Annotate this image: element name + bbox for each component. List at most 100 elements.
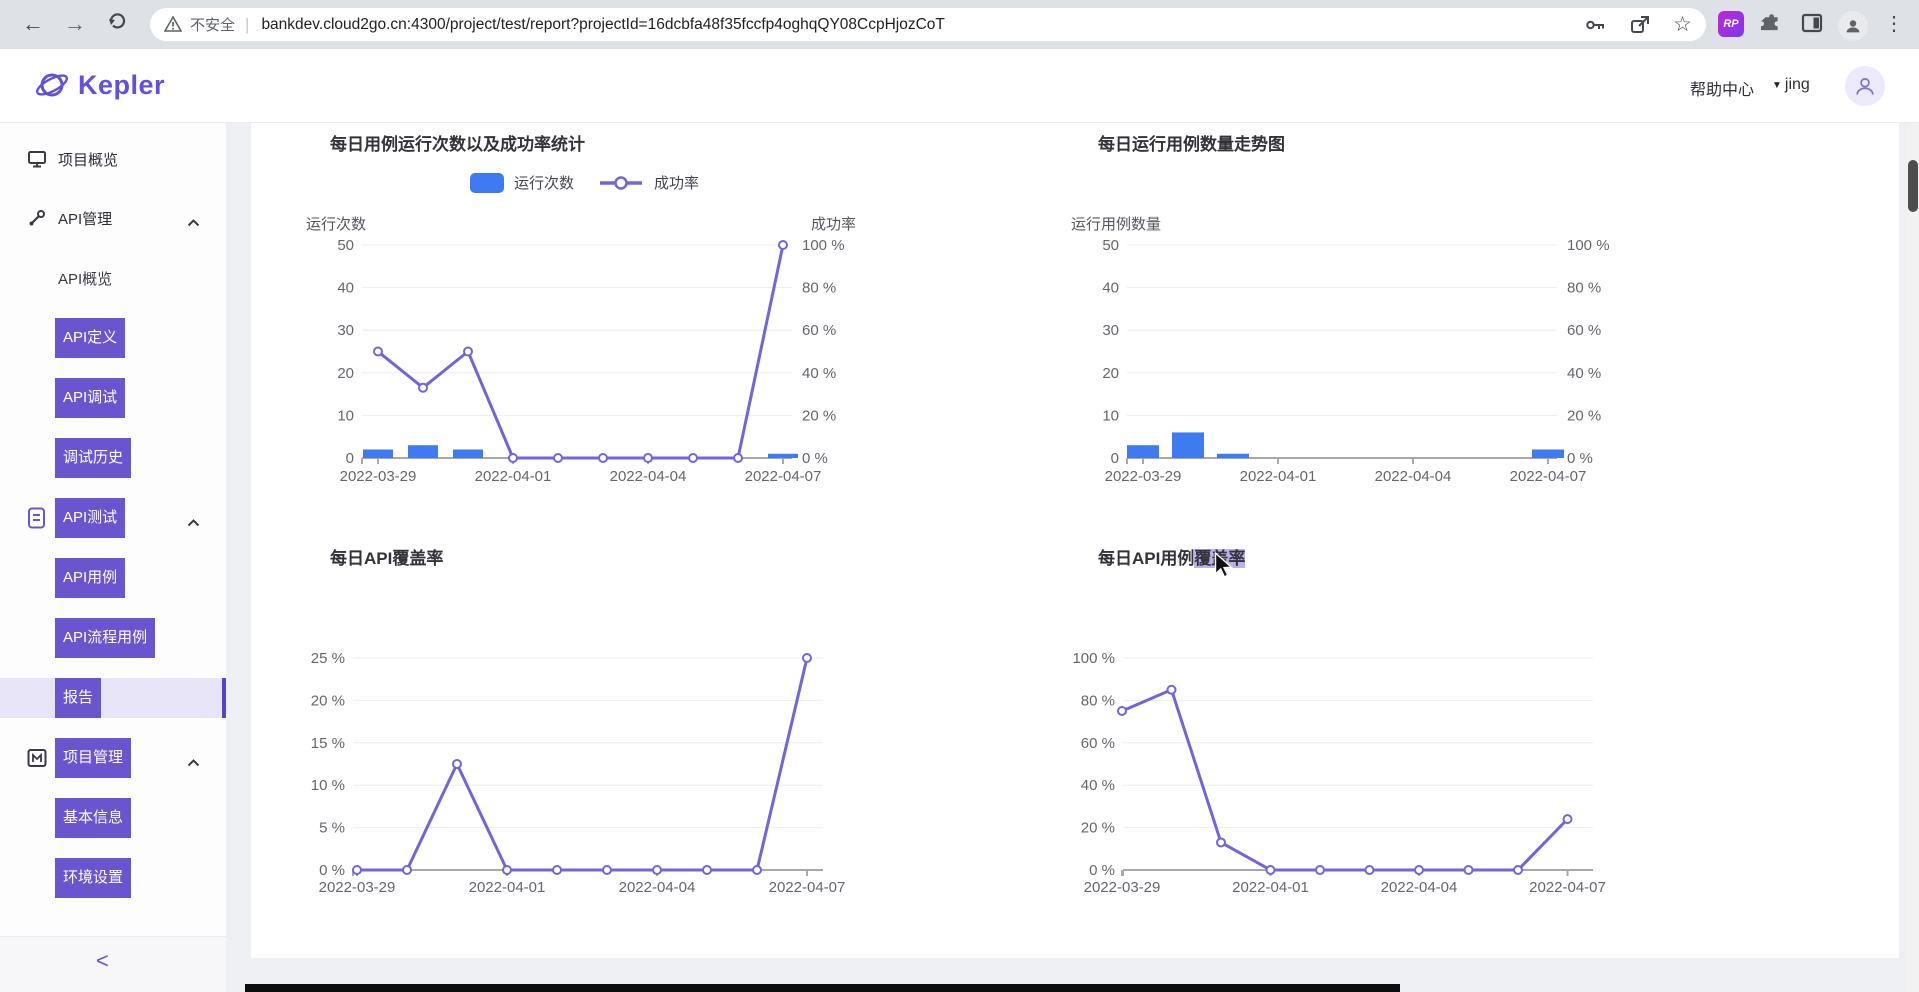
svg-text:60 %: 60 % — [1567, 322, 1601, 339]
svg-text:2022-04-04: 2022-04-04 — [1375, 468, 1452, 485]
chart1-legend[interactable]: 运行次数 成功率 — [470, 172, 699, 193]
svg-text:40 %: 40 % — [1081, 777, 1115, 794]
chart-daily-api-coverage: 25 % 20 % 15 % 10 % 5 % 0 %2022-03-29 2022-04-… — [311, 650, 846, 896]
window-icon — [26, 747, 48, 769]
sidebar-item-basic-info[interactable]: 基本信息 — [0, 798, 226, 838]
legend-label-runs: 运行次数 — [514, 175, 575, 192]
refresh-icon[interactable] — [106, 10, 128, 39]
browser-profile-icon[interactable] — [1838, 11, 1868, 41]
avatar[interactable] — [1845, 66, 1885, 106]
svg-text:50: 50 — [337, 237, 354, 254]
svg-text:5 %: 5 % — [319, 820, 345, 837]
svg-text:2022-04-01: 2022-04-01 — [1240, 468, 1317, 485]
chart-daily-case-count: 50 100 % 40 80 % 30 60 % 20 40 % 10 20 % 0 0 % 运行用例数… — [1071, 216, 1610, 485]
chevron-up-icon — [187, 754, 200, 772]
svg-text:2022-04-04: 2022-04-04 — [619, 879, 696, 896]
svg-text:80 %: 80 % — [802, 280, 836, 297]
security-label[interactable]: 不安全 — [190, 17, 236, 34]
svg-text:40: 40 — [337, 280, 354, 297]
legend-line-swatch — [600, 175, 643, 190]
forward-icon[interactable]: → — [64, 11, 86, 36]
side-panel-icon[interactable] — [1800, 11, 1824, 35]
svg-text:0: 0 — [346, 450, 354, 467]
svg-text:40 %: 40 % — [802, 365, 836, 382]
svg-text:10 %: 10 % — [311, 777, 345, 794]
svg-text:30: 30 — [337, 322, 354, 339]
sidebar: 项目概览 API管理 API概览 API定义 API调试 调试历史 A — [0, 122, 226, 992]
sidebar-item-api-define[interactable]: API定义 — [0, 318, 226, 358]
share-icon[interactable] — [1629, 14, 1651, 35]
url-bar[interactable]: 不安全 | bankdev.cloud2go.cn:4300/project/t… — [150, 8, 1706, 41]
svg-text:0 %: 0 % — [802, 450, 828, 467]
url-text[interactable]: bankdev.cloud2go.cn:4300/project/test/re… — [261, 15, 945, 33]
rp-extension-icon[interactable]: RP — [1718, 11, 1744, 37]
svg-text:80 %: 80 % — [1081, 692, 1115, 709]
sidebar-item-report[interactable]: 报告 — [0, 678, 226, 718]
extensions-puzzle-icon[interactable] — [1760, 11, 1784, 35]
sidebar-item-api-debug[interactable]: API调试 — [0, 378, 226, 418]
sidebar-item-debug-history[interactable]: 调试历史 — [0, 438, 226, 478]
scrollbar-track[interactable] — [1907, 122, 1919, 992]
sidebar-group-api-manage[interactable]: API管理 — [0, 198, 226, 238]
help-center-link[interactable]: 帮助中心 — [1690, 82, 1755, 99]
svg-text:0: 0 — [1111, 450, 1119, 467]
svg-text:50: 50 — [1102, 237, 1119, 254]
svg-text:15 %: 15 % — [311, 735, 345, 752]
sidebar-divider — [0, 936, 226, 937]
svg-text:2022-04-01: 2022-04-01 — [475, 468, 552, 485]
svg-text:2022-03-29: 2022-03-29 — [1105, 468, 1182, 485]
sidebar-item-env-setting[interactable]: 环境设置 — [0, 858, 226, 898]
browser-menu-kebab-icon[interactable]: ⋮ — [1884, 13, 1904, 35]
sidebar-item-api-flow-case[interactable]: API流程用例 — [0, 618, 226, 658]
bookmark-star-icon[interactable]: ☆ — [1673, 13, 1692, 36]
svg-text:2022-03-29: 2022-03-29 — [319, 879, 396, 896]
svg-text:80 %: 80 % — [1567, 280, 1601, 297]
document-icon — [26, 507, 48, 529]
svg-text:100 %: 100 % — [802, 237, 845, 254]
browser-toolbar: ← → 不安全 | bankdev.cloud2go.cn:4300/proje… — [0, 0, 1919, 50]
url-divider: | — [245, 14, 250, 34]
chart2-title: 每日运行用例数量走势图 — [1098, 135, 1285, 154]
svg-text:0 %: 0 % — [319, 862, 345, 879]
svg-text:10: 10 — [337, 407, 354, 424]
monitor-icon — [26, 148, 48, 170]
svg-text:2022-04-07: 2022-04-07 — [1529, 879, 1606, 896]
svg-text:2022-04-01: 2022-04-01 — [1232, 879, 1309, 896]
back-icon[interactable]: ← — [22, 11, 44, 36]
legend-label-success: 成功率 — [654, 175, 700, 192]
sidebar-collapse-button[interactable]: < — [96, 948, 109, 973]
report-dashboard-card — [251, 122, 1899, 958]
not-secure-warning-icon — [164, 16, 182, 32]
scrollbar-thumb[interactable] — [1908, 160, 1918, 212]
chevron-up-icon — [187, 214, 200, 232]
sidebar-item-api-case[interactable]: API用例 — [0, 558, 226, 598]
api-manage-icon — [26, 207, 48, 229]
svg-text:20 %: 20 % — [802, 407, 836, 424]
caret-down-icon: ▼ — [1772, 79, 1782, 91]
svg-text:成功率: 成功率 — [811, 216, 856, 233]
sidebar-group-project-manage[interactable]: 项目管理 — [0, 738, 226, 778]
svg-text:0 %: 0 % — [1089, 862, 1115, 879]
svg-text:40 %: 40 % — [1567, 365, 1601, 382]
svg-text:40: 40 — [1102, 280, 1119, 297]
svg-text:运行用例数量: 运行用例数量 — [1071, 216, 1161, 233]
svg-text:30: 30 — [1102, 322, 1119, 339]
mouse-cursor — [1214, 552, 1234, 578]
svg-text:20 %: 20 % — [311, 692, 345, 709]
svg-text:20 %: 20 % — [1567, 407, 1601, 424]
key-icon[interactable] — [1585, 15, 1607, 35]
svg-text:25 %: 25 % — [311, 650, 345, 667]
sidebar-item-project-overview[interactable]: 项目概览 — [0, 139, 226, 179]
svg-text:2022-04-07: 2022-04-07 — [769, 879, 846, 896]
user-menu[interactable]: ▼ jing — [1772, 76, 1810, 94]
logo-text: Kepler — [78, 69, 166, 100]
svg-text:60 %: 60 % — [1081, 735, 1115, 752]
svg-text:60 %: 60 % — [802, 322, 836, 339]
sidebar-footer — [0, 937, 226, 992]
sidebar-group-api-test[interactable]: API测试 — [0, 498, 226, 538]
svg-text:2022-03-29: 2022-03-29 — [1084, 879, 1161, 896]
svg-text:100 %: 100 % — [1567, 237, 1610, 254]
kepler-logo[interactable]: Kepler — [34, 67, 165, 103]
sidebar-item-api-overview[interactable]: API概览 — [58, 270, 113, 288]
